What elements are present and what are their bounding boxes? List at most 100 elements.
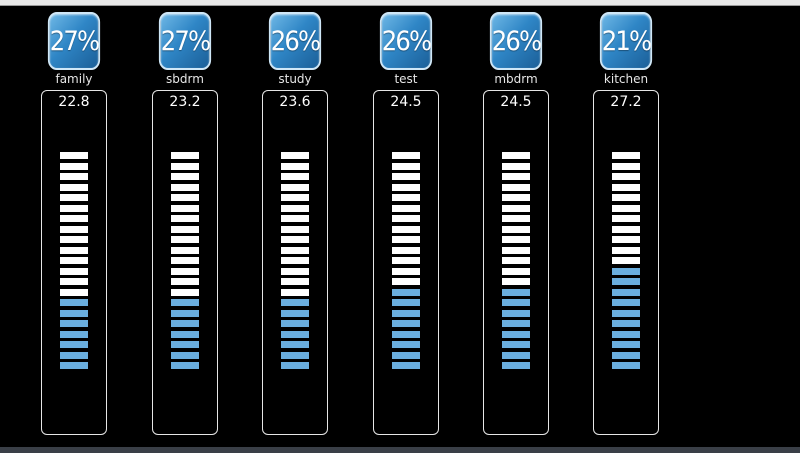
level-bar	[392, 152, 420, 373]
humidity-badge[interactable]: 27%	[158, 12, 211, 70]
level-segment-empty	[171, 152, 199, 159]
level-segment-empty	[281, 183, 309, 191]
level-segment-empty	[392, 194, 420, 201]
level-segment-filled	[612, 309, 640, 317]
level-segment-filled	[60, 362, 88, 369]
level-segment-empty	[281, 173, 309, 180]
room-name: family	[55, 72, 93, 86]
level-segment-empty	[171, 288, 199, 296]
level-segment-filled	[502, 351, 530, 359]
level-segment-filled	[281, 362, 309, 369]
temperature-meter: 24.5	[373, 90, 439, 435]
level-segment-filled	[502, 330, 530, 338]
temperature-meter: 22.8	[41, 90, 107, 435]
level-segment-empty	[60, 215, 88, 222]
level-segment-empty	[281, 278, 309, 285]
level-segment-filled	[612, 267, 640, 275]
humidity-badge[interactable]: 26%	[268, 12, 321, 70]
level-segment-empty	[612, 246, 640, 254]
level-segment-filled	[171, 351, 199, 359]
level-segment-empty	[281, 288, 309, 296]
level-segment-empty	[171, 194, 199, 201]
humidity-badge[interactable]: 26%	[379, 12, 432, 70]
level-segment-empty	[612, 225, 640, 233]
level-segment-filled	[612, 278, 640, 285]
level-segment-empty	[392, 267, 420, 275]
room-name: test	[394, 72, 418, 86]
room-name: sbdrm	[166, 72, 204, 86]
level-bar	[502, 152, 530, 373]
level-segment-empty	[60, 152, 88, 159]
sensor-study: 26% study 23.6	[255, 0, 335, 447]
level-segment-filled	[281, 341, 309, 348]
level-segment-empty	[171, 267, 199, 275]
level-segment-empty	[612, 152, 640, 159]
level-segment-filled	[281, 351, 309, 359]
humidity-badge[interactable]: 26%	[489, 12, 542, 70]
level-segment-filled	[281, 320, 309, 327]
level-segment-filled	[171, 362, 199, 369]
level-segment-empty	[60, 257, 88, 264]
level-segment-filled	[502, 341, 530, 348]
level-segment-empty	[612, 257, 640, 264]
room-name: mbdrm	[494, 72, 538, 86]
level-segment-empty	[171, 246, 199, 254]
level-segment-empty	[392, 246, 420, 254]
level-segment-empty	[60, 162, 88, 170]
temperature-meter: 24.5	[483, 90, 549, 435]
level-segment-filled	[281, 299, 309, 306]
level-segment-empty	[281, 246, 309, 254]
level-segment-filled	[392, 299, 420, 306]
level-bar	[612, 152, 640, 373]
level-segment-empty	[502, 183, 530, 191]
level-segment-empty	[502, 152, 530, 159]
level-segment-filled	[60, 341, 88, 348]
level-segment-empty	[392, 236, 420, 243]
level-segment-empty	[392, 204, 420, 212]
level-segment-filled	[60, 330, 88, 338]
temperature-value: 24.5	[500, 94, 532, 110]
level-segment-empty	[281, 204, 309, 212]
taskbar	[0, 447, 800, 453]
room-name: kitchen	[603, 72, 649, 86]
level-segment-empty	[60, 236, 88, 243]
level-segment-filled	[392, 309, 420, 317]
level-segment-empty	[502, 236, 530, 243]
level-segment-empty	[502, 162, 530, 170]
sensor-kitchen: 21% kitchen 27.2	[586, 0, 666, 447]
level-segment-empty	[171, 173, 199, 180]
level-segment-empty	[60, 246, 88, 254]
level-segment-empty	[281, 267, 309, 275]
level-segment-filled	[60, 351, 88, 359]
temperature-value: 22.8	[58, 94, 90, 110]
level-segment-empty	[60, 267, 88, 275]
level-segment-empty	[502, 204, 530, 212]
level-segment-filled	[612, 362, 640, 369]
level-segment-filled	[60, 299, 88, 306]
level-segment-filled	[392, 362, 420, 369]
level-segment-empty	[60, 204, 88, 212]
level-segment-empty	[60, 194, 88, 201]
humidity-badge[interactable]: 21%	[599, 12, 652, 70]
level-segment-empty	[171, 257, 199, 264]
level-segment-empty	[281, 257, 309, 264]
temperature-value: 23.6	[279, 94, 311, 110]
level-segment-filled	[392, 330, 420, 338]
level-segment-filled	[502, 309, 530, 317]
level-segment-filled	[612, 341, 640, 348]
humidity-badge[interactable]: 27%	[47, 12, 100, 70]
temperature-value: 23.2	[169, 94, 201, 110]
level-segment-empty	[392, 162, 420, 170]
room-name: study	[278, 72, 312, 86]
level-segment-empty	[392, 257, 420, 264]
level-segment-filled	[60, 320, 88, 327]
level-segment-empty	[171, 162, 199, 170]
temperature-meter: 23.6	[262, 90, 328, 435]
level-segment-filled	[612, 330, 640, 338]
level-segment-empty	[392, 225, 420, 233]
level-segment-empty	[171, 225, 199, 233]
level-segment-empty	[60, 183, 88, 191]
level-segment-filled	[612, 320, 640, 327]
level-segment-filled	[502, 320, 530, 327]
level-segment-empty	[502, 278, 530, 285]
